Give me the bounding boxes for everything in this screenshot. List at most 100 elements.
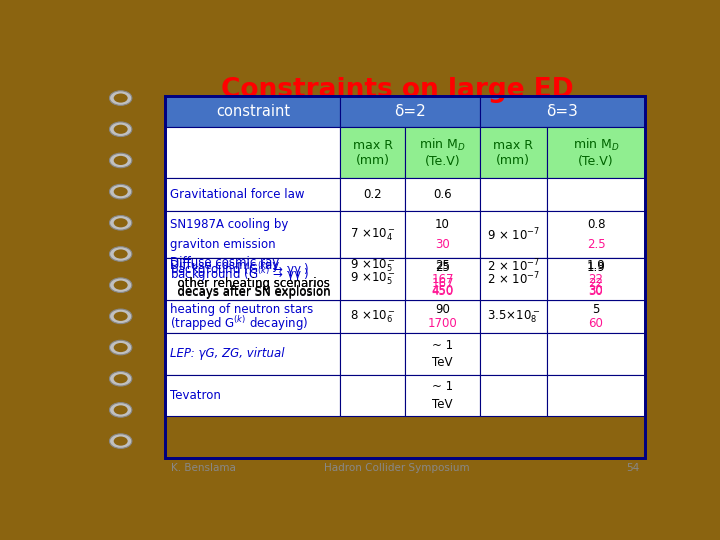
Text: decays after SN explosion: decays after SN explosion (170, 286, 330, 299)
Text: 2.5: 2.5 (587, 238, 606, 251)
Ellipse shape (109, 122, 132, 137)
Text: max R
(mm): max R (mm) (493, 139, 534, 167)
Text: Diffuse cosmic ray: Diffuse cosmic ray (170, 256, 279, 269)
Bar (341, 333, 405, 375)
Ellipse shape (109, 153, 132, 168)
Bar (166, 96, 341, 127)
Text: ~ 1: ~ 1 (432, 339, 453, 352)
Text: 9 ×10$^-_5$: 9 ×10$^-_5$ (350, 271, 396, 287)
Bar (166, 178, 341, 211)
Ellipse shape (109, 91, 132, 105)
Bar (166, 300, 341, 333)
Text: min M$_D$
(Te.V): min M$_D$ (Te.V) (572, 137, 619, 168)
Text: 5: 5 (593, 303, 600, 316)
Bar (341, 258, 405, 300)
Bar (166, 258, 341, 300)
Bar (341, 300, 405, 333)
Bar (166, 258, 341, 300)
Bar (341, 178, 405, 211)
Ellipse shape (114, 343, 127, 352)
Ellipse shape (114, 374, 127, 383)
Bar (166, 96, 645, 458)
Text: 1700: 1700 (428, 317, 457, 330)
Text: 30: 30 (589, 284, 603, 297)
Text: Hadron Collider Symposium: Hadron Collider Symposium (324, 463, 469, 473)
Text: SN1987A cooling by: SN1987A cooling by (170, 218, 288, 231)
Text: 30: 30 (589, 285, 603, 298)
Bar (166, 375, 341, 416)
Bar (405, 127, 480, 178)
Bar (341, 96, 480, 127)
Text: 3.5×10$^-_8$: 3.5×10$^-_8$ (487, 308, 540, 325)
Text: 450: 450 (431, 285, 454, 298)
Ellipse shape (114, 249, 127, 259)
Bar (405, 300, 480, 333)
Ellipse shape (109, 215, 132, 230)
Bar (405, 333, 480, 375)
Bar (341, 375, 405, 416)
Bar (166, 333, 341, 375)
Bar (480, 333, 546, 375)
Ellipse shape (109, 434, 132, 448)
Ellipse shape (114, 218, 127, 227)
Text: decays after SN explosion: decays after SN explosion (170, 285, 330, 298)
Text: TeV: TeV (432, 397, 453, 410)
Ellipse shape (109, 309, 132, 323)
Text: K. Benslama: K. Benslama (171, 463, 235, 473)
Text: other reheating scenarios: other reheating scenarios (170, 276, 330, 289)
Text: 22: 22 (588, 273, 603, 286)
Ellipse shape (114, 125, 127, 134)
Bar (546, 300, 645, 333)
Ellipse shape (114, 187, 127, 196)
Ellipse shape (109, 340, 132, 355)
Bar (480, 258, 546, 300)
Text: graviton emission: graviton emission (170, 238, 276, 251)
Text: 30: 30 (435, 238, 450, 251)
Ellipse shape (114, 406, 127, 415)
Text: background (G$^{(k)}$ → γγ ): background (G$^{(k)}$ → γγ ) (170, 260, 309, 279)
Text: 8 ×10$^-_6$: 8 ×10$^-_6$ (350, 308, 396, 325)
Text: Tevatron: Tevatron (170, 389, 220, 402)
Bar (546, 333, 645, 375)
Text: (trapped G$^{(k)}$ decaying): (trapped G$^{(k)}$ decaying) (170, 314, 308, 333)
Text: max R
(mm): max R (mm) (353, 139, 393, 167)
Ellipse shape (114, 156, 127, 165)
Text: 10: 10 (435, 218, 450, 231)
Bar (546, 127, 645, 178)
Ellipse shape (109, 278, 132, 293)
Text: 450: 450 (431, 284, 454, 297)
Text: 0.2: 0.2 (364, 188, 382, 201)
Text: 25: 25 (435, 261, 450, 274)
Text: 1.9: 1.9 (587, 261, 606, 274)
Text: 2 × 10$^{-7}$: 2 × 10$^{-7}$ (487, 271, 540, 287)
Text: 167: 167 (431, 273, 454, 286)
Text: Gravitational force law: Gravitational force law (170, 188, 305, 201)
Bar (480, 258, 546, 300)
Bar (546, 258, 645, 300)
Ellipse shape (109, 403, 132, 417)
Bar (341, 211, 405, 258)
Text: background (G$^{(k)}$ → γγ ): background (G$^{(k)}$ → γγ ) (170, 265, 309, 284)
Text: min M$_D$
(Te.V): min M$_D$ (Te.V) (419, 137, 466, 168)
Bar (480, 178, 546, 211)
Bar (546, 375, 645, 416)
Text: constraint: constraint (216, 104, 290, 119)
Bar (546, 178, 645, 211)
Text: 1.9: 1.9 (587, 259, 606, 272)
Bar (166, 96, 645, 458)
Bar (405, 375, 480, 416)
Ellipse shape (114, 312, 127, 321)
Bar (341, 258, 405, 300)
Bar (166, 211, 341, 258)
Bar (405, 258, 480, 300)
Text: heating of neutron stars: heating of neutron stars (170, 303, 313, 316)
Text: δ=3: δ=3 (546, 104, 578, 119)
Text: 7 ×10$^-_4$: 7 ×10$^-_4$ (350, 226, 396, 243)
Text: 0.8: 0.8 (587, 218, 606, 231)
Text: ~ 1: ~ 1 (432, 380, 453, 393)
Bar (341, 127, 405, 178)
Bar (480, 300, 546, 333)
Ellipse shape (109, 184, 132, 199)
Bar (480, 127, 546, 178)
Text: 54: 54 (626, 463, 639, 473)
